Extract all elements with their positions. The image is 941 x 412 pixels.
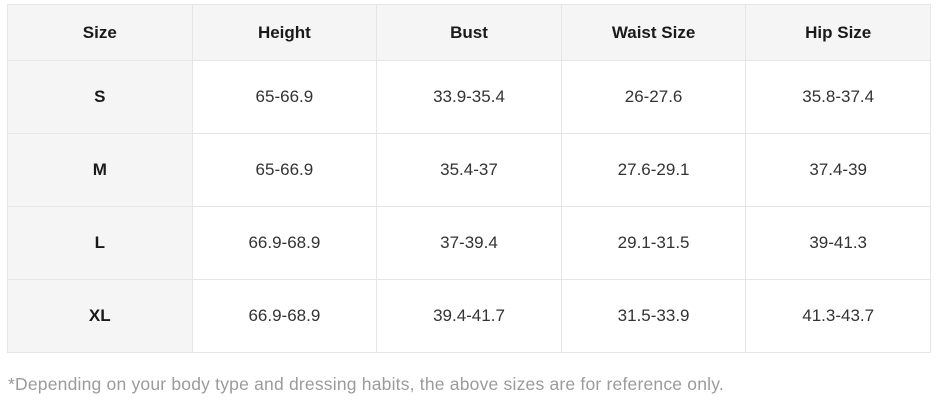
column-header-bust: Bust xyxy=(376,4,562,61)
cell-hip: 39-41.3 xyxy=(745,206,931,280)
header-row: Size Height Bust Waist Size Hip Size xyxy=(7,4,931,61)
column-header-height: Height xyxy=(191,4,378,61)
column-header-hip: Hip Size xyxy=(745,4,931,61)
table-row: S 65-66.9 33.9-35.4 26-27.6 35.8-37.4 xyxy=(7,60,931,134)
cell-size: XL xyxy=(7,279,193,353)
size-chart-table: Size Height Bust Waist Size Hip Size S 6… xyxy=(7,4,931,353)
table-row: XL 66.9-68.9 39.4-41.7 31.5-33.9 41.3-43… xyxy=(7,279,931,353)
cell-hip: 37.4-39 xyxy=(745,133,931,207)
size-disclaimer-text: *Depending on your body type and dressin… xyxy=(8,374,724,394)
cell-waist: 31.5-33.9 xyxy=(560,279,747,353)
cell-height: 65-66.9 xyxy=(191,60,378,134)
cell-hip: 35.8-37.4 xyxy=(745,60,931,134)
cell-bust: 35.4-37 xyxy=(376,133,562,207)
cell-waist: 29.1-31.5 xyxy=(560,206,747,280)
table-row: L 66.9-68.9 37-39.4 29.1-31.5 39-41.3 xyxy=(7,206,931,280)
cell-height: 66.9-68.9 xyxy=(191,279,378,353)
column-header-waist: Waist Size xyxy=(560,4,747,61)
cell-hip: 41.3-43.7 xyxy=(745,279,931,353)
cell-bust: 33.9-35.4 xyxy=(376,60,562,134)
cell-height: 66.9-68.9 xyxy=(191,206,378,280)
cell-size: L xyxy=(7,206,193,280)
cell-bust: 37-39.4 xyxy=(376,206,562,280)
cell-waist: 26-27.6 xyxy=(560,60,747,134)
cell-size: M xyxy=(7,133,193,207)
cell-size: S xyxy=(7,60,193,134)
cell-waist: 27.6-29.1 xyxy=(560,133,747,207)
cell-height: 65-66.9 xyxy=(191,133,378,207)
table-row: M 65-66.9 35.4-37 27.6-29.1 37.4-39 xyxy=(7,133,931,207)
cell-bust: 39.4-41.7 xyxy=(376,279,562,353)
column-header-size: Size xyxy=(7,4,193,61)
